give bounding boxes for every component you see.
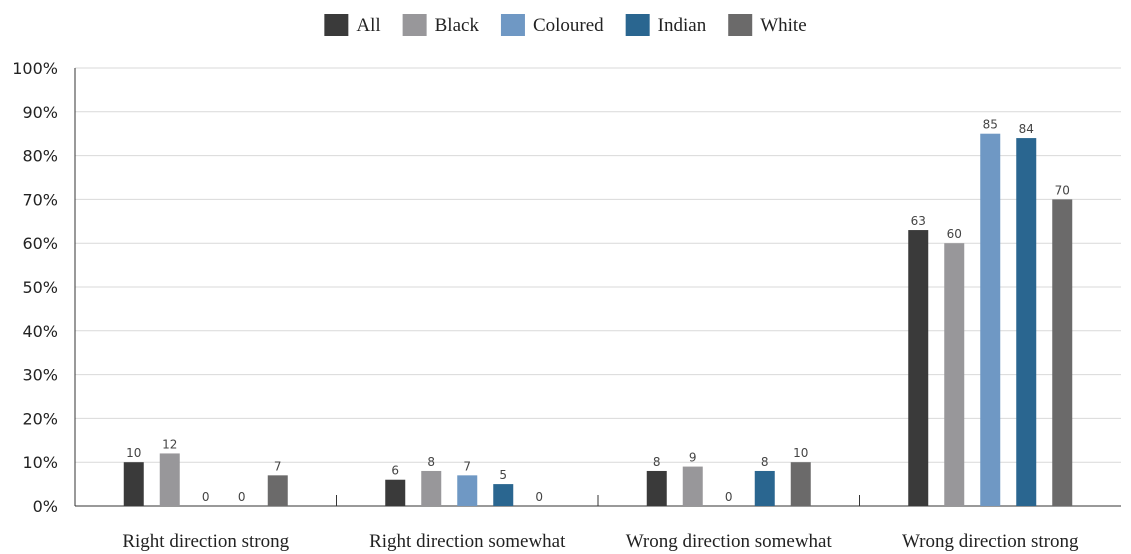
legend-label: White — [760, 15, 806, 36]
legend-label: Black — [435, 15, 480, 36]
legend-swatch — [728, 14, 753, 36]
legend-label: Indian — [658, 15, 707, 36]
legend-swatch — [625, 14, 650, 36]
data-label: 8 — [761, 455, 769, 469]
data-label: 8 — [653, 455, 661, 469]
y-tick-label: 40% — [22, 322, 58, 341]
legend: All Black Coloured Indian White — [324, 14, 807, 36]
bar-black — [682, 466, 703, 506]
legend-swatch — [402, 14, 427, 36]
bar-indian — [754, 470, 775, 506]
y-tick-label: 70% — [22, 190, 58, 209]
bars — [123, 133, 1073, 506]
y-tick-label: 100% — [12, 59, 58, 78]
data-label: 0 — [725, 490, 733, 504]
legend-swatch — [500, 14, 525, 36]
y-axis-ticks: 0% 10% 20% 30% 40% 50% 60% 70% 80% 90% 100% — [12, 59, 58, 516]
bar-indian — [1016, 138, 1037, 506]
category-label: Wrong direction somewhat — [626, 531, 833, 552]
y-tick-label: 60% — [22, 234, 58, 253]
category-label: Right direction somewhat — [369, 531, 566, 552]
data-label: 7 — [274, 459, 282, 473]
data-label: 7 — [463, 459, 471, 473]
data-label: 70 — [1055, 183, 1070, 197]
category-labels: Right direction strong Right direction so… — [122, 531, 1079, 552]
data-label: 8 — [427, 455, 435, 469]
legend-item-indian: Indian — [625, 14, 707, 36]
legend-label: Coloured — [533, 15, 604, 36]
y-tick-label: 10% — [22, 453, 58, 472]
data-label: 0 — [238, 490, 246, 504]
data-label: 10 — [126, 446, 141, 460]
data-label: 5 — [499, 468, 507, 482]
bar-all — [908, 230, 929, 506]
bar-indian — [493, 484, 514, 506]
data-label: 0 — [202, 490, 210, 504]
data-label: 0 — [535, 490, 543, 504]
bar-all — [123, 462, 144, 506]
data-label: 85 — [983, 118, 998, 132]
data-label: 9 — [689, 451, 697, 465]
bar-white — [790, 462, 811, 506]
legend-label: All — [356, 15, 380, 36]
bar-black — [159, 453, 180, 506]
gridlines — [75, 67, 1121, 463]
legend-item-black: Black — [402, 14, 480, 36]
bar-all — [385, 479, 406, 506]
bar-white — [267, 475, 288, 506]
legend-item-all: All — [324, 14, 381, 36]
bar-coloured — [457, 475, 478, 506]
y-tick-label: 90% — [22, 103, 58, 122]
data-label: 12 — [162, 437, 177, 451]
data-label: 63 — [911, 214, 926, 228]
category-label: Right direction strong — [122, 531, 289, 552]
data-labels: 10 12 0 0 7 6 8 7 5 0 8 9 0 8 10 63 60 85 84 70 — [126, 118, 1070, 504]
y-tick-label: 80% — [22, 147, 58, 166]
category-label: Wrong direction strong — [902, 531, 1079, 552]
bar-black — [944, 243, 965, 506]
data-label: 10 — [793, 446, 808, 460]
y-tick-label: 50% — [22, 278, 58, 297]
bar-black — [421, 470, 442, 506]
y-tick-label: 0% — [33, 497, 58, 516]
legend-item-white: White — [728, 14, 807, 36]
data-label: 84 — [1019, 122, 1034, 136]
data-label: 6 — [391, 464, 399, 478]
y-tick-label: 20% — [22, 409, 58, 428]
bar-all — [646, 470, 667, 506]
data-label: 60 — [947, 227, 962, 241]
bar-coloured — [980, 133, 1001, 506]
bar-white — [1052, 199, 1073, 506]
y-tick-label: 30% — [22, 366, 58, 385]
legend-swatch — [324, 14, 349, 36]
legend-item-coloured: Coloured — [500, 14, 604, 36]
